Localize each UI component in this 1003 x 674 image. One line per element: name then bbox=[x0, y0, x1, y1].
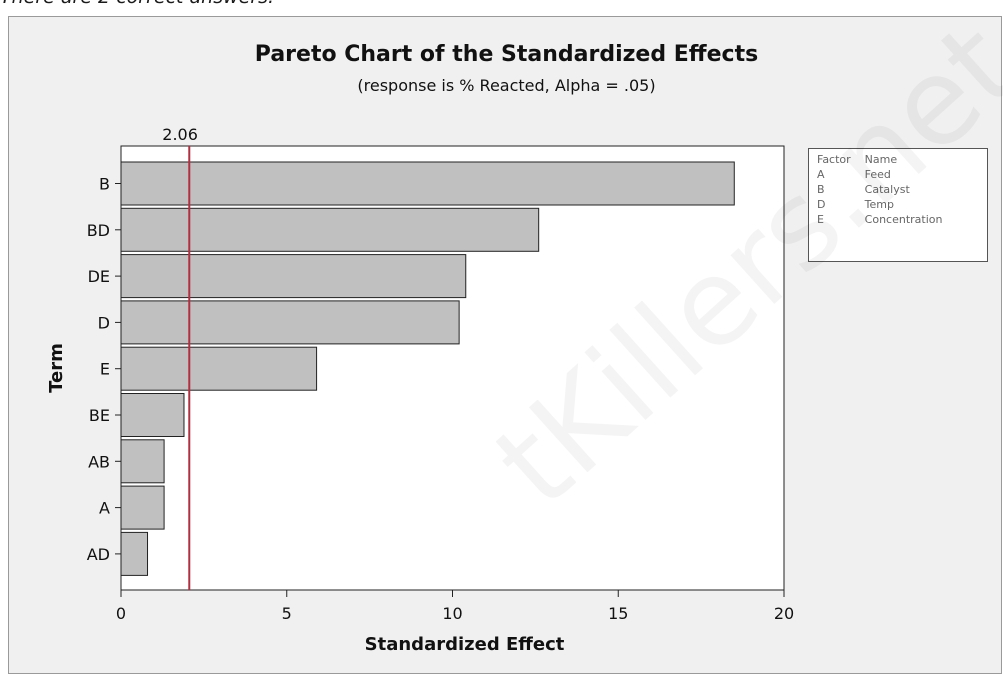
y-tick-label: DE bbox=[88, 267, 110, 286]
legend-row: B Catalyst bbox=[817, 182, 947, 197]
bar-ad bbox=[120, 531, 149, 576]
y-tick-label: AD bbox=[87, 545, 110, 564]
x-tick-label: 20 bbox=[774, 604, 794, 623]
bar-bd bbox=[120, 207, 540, 252]
bar-a bbox=[120, 485, 165, 530]
legend-factor-code: A bbox=[817, 168, 825, 181]
bar-de bbox=[120, 254, 467, 299]
y-tick-label: B bbox=[99, 175, 110, 194]
x-tick-label: 10 bbox=[442, 604, 462, 623]
x-tick-label: 15 bbox=[608, 604, 628, 623]
x-tick-label: 0 bbox=[116, 604, 126, 623]
y-tick-label: D bbox=[98, 313, 110, 332]
y-tick-label: AB bbox=[88, 452, 110, 471]
reference-line-label: 2.06 bbox=[162, 125, 198, 144]
factor-legend: Factor Name A Feed B Catalyst D Temp E Concentr… bbox=[808, 148, 988, 262]
y-tick-label: E bbox=[100, 360, 110, 379]
legend-factor-code: D bbox=[817, 198, 826, 211]
chart-title: Pareto Chart of the Standardized Effects bbox=[254, 42, 759, 67]
legend-factor-code: E bbox=[817, 213, 824, 226]
legend-factor-name: Concentration bbox=[864, 213, 943, 226]
question-text: There are 2 correct answers. bbox=[0, 0, 274, 8]
legend-header-factor: Factor bbox=[817, 153, 851, 166]
bar-d bbox=[120, 300, 460, 345]
legend-header-row: Factor Name bbox=[817, 152, 947, 167]
y-axis-label: Term bbox=[46, 343, 67, 393]
bar-e bbox=[120, 346, 318, 391]
y-tick-label: A bbox=[99, 499, 110, 518]
legend-row: D Temp bbox=[817, 197, 947, 212]
legend-factor-name: Feed bbox=[864, 168, 891, 181]
bar-be bbox=[120, 393, 185, 437]
x-axis-label: Standardized Effect bbox=[365, 634, 565, 655]
bar-b bbox=[120, 161, 735, 206]
bar-ab bbox=[120, 439, 165, 484]
legend-factor-code: B bbox=[817, 183, 825, 196]
legend-row: A Feed bbox=[817, 167, 947, 182]
legend-factor-name: Catalyst bbox=[864, 183, 910, 196]
x-tick-label: 5 bbox=[282, 604, 292, 623]
y-tick-label: BE bbox=[89, 406, 110, 425]
legend-header-name: Name bbox=[864, 153, 898, 166]
y-tick-label: BD bbox=[87, 221, 110, 240]
chart-subtitle: (response is % Reacted, Alpha = .05) bbox=[357, 76, 656, 95]
legend-factor-name: Temp bbox=[864, 198, 894, 211]
legend-row: E Concentration bbox=[817, 212, 947, 227]
